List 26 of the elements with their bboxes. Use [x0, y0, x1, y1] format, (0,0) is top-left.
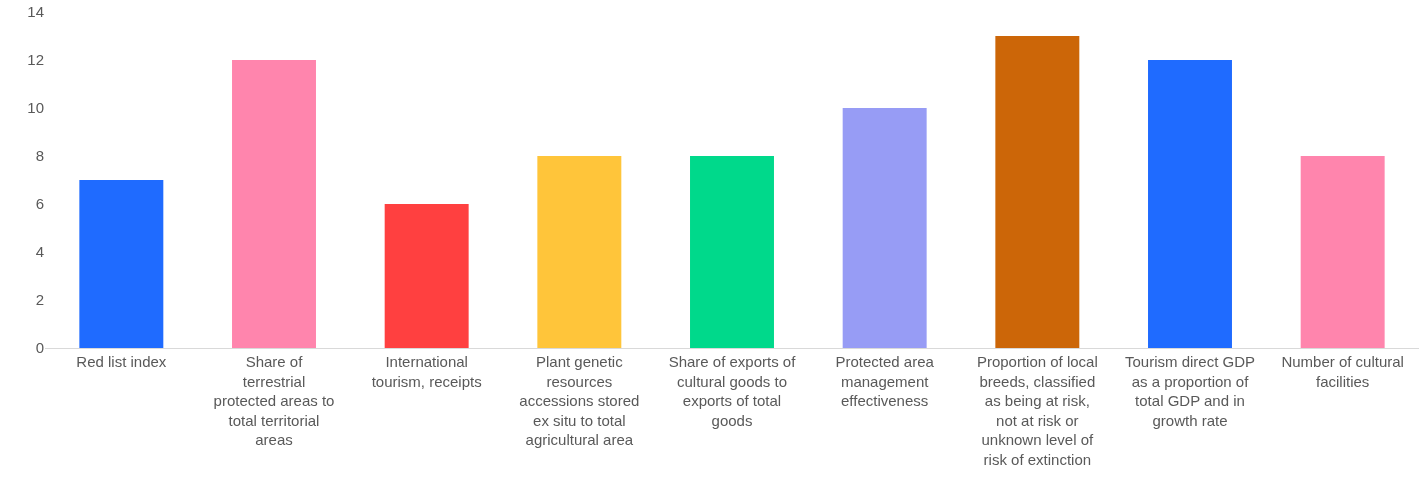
bar	[690, 156, 774, 348]
y-tick-label: 14	[27, 3, 44, 21]
x-tick-label: Red list index	[76, 353, 167, 370]
x-tick-label: International tourism, receipts	[371, 353, 482, 390]
bar	[232, 60, 316, 348]
x-tick-label: Proportion of local breeds, classified as being at risk, not at risk or unknown level of risk of extinction	[976, 353, 1098, 468]
y-tick-label: 10	[27, 99, 44, 117]
bar	[1300, 156, 1385, 348]
y-tick-label: 8	[35, 147, 44, 165]
x-tick-label: Share of terrestrial protected areas to total territorial areas	[213, 353, 335, 448]
x-tick-label: Plant genetic resources accessions stored ex situ to total agricultural area	[519, 353, 640, 448]
y-tick-label: 0	[35, 339, 44, 357]
y-tick-label: 6	[35, 195, 44, 213]
bar	[537, 156, 622, 348]
y-tick-label: 12	[27, 51, 44, 69]
x-tick-label: Number of cultural facilities	[1281, 353, 1404, 390]
y-tick-label: 4	[35, 243, 44, 261]
bar	[995, 36, 1080, 348]
y-tick-label: 2	[35, 291, 44, 309]
x-tick-label: Protected area management effectiveness	[835, 353, 935, 409]
x-tick-label: Tourism direct GDP as a proportion of total GDP and in growth rate	[1124, 353, 1256, 429]
x-tick-label: Share of exports of cultural goods to exports of total goods	[668, 353, 797, 429]
bar	[1148, 60, 1232, 348]
bar	[842, 108, 927, 348]
bar	[79, 180, 164, 348]
bar	[384, 204, 469, 348]
